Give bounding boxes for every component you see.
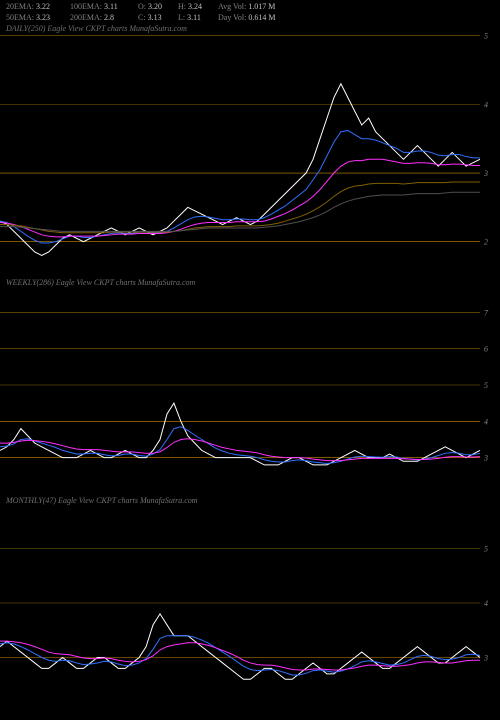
chart-panel: DAILY(250) Eagle View CKPT charts Munafa… <box>0 22 500 276</box>
axis-tick-label: 5 <box>484 545 488 554</box>
axis-tick-label: 5 <box>484 32 488 41</box>
stat: C: 3.13 <box>138 13 176 22</box>
axis-tick-label: 5 <box>484 381 488 390</box>
chart-panel: MONTHLY(47) Eagle View CKPT charts Munaf… <box>0 494 500 712</box>
axis-tick-label: 7 <box>484 308 489 317</box>
axis-tick-label: 2 <box>484 238 488 247</box>
stat: 100EMA: 3.11 <box>70 2 136 11</box>
stat: Day Vol: 0.614 M <box>218 13 308 22</box>
axis-tick-label: 3 <box>483 454 488 463</box>
panel-title: MONTHLY(47) Eagle View CKPT charts Munaf… <box>6 496 198 505</box>
stat: H: 3.24 <box>178 2 216 11</box>
axis-tick-label: 4 <box>484 417 488 426</box>
series-line <box>0 641 480 670</box>
axis-tick-label: 6 <box>484 345 488 354</box>
stats-row: 20EMA: 3.22100EMA: 3.11O: 3.20H: 3.24Avg… <box>0 0 500 11</box>
stat: L: 3.11 <box>178 13 216 22</box>
panel-title: WEEKLY(286) Eagle View CKPT charts Munaf… <box>6 278 195 287</box>
axis-tick-label: 4 <box>484 100 488 109</box>
chart-panel: WEEKLY(286) Eagle View CKPT charts Munaf… <box>0 276 500 494</box>
stat: 200EMA: 2.8 <box>70 13 136 22</box>
series-line <box>0 403 480 465</box>
series-line <box>0 84 480 256</box>
axis-tick-label: 3 <box>483 169 488 178</box>
panel-title: DAILY(250) Eagle View CKPT charts Munafa… <box>6 24 187 33</box>
axis-tick-label: 3 <box>483 654 488 663</box>
stat: 20EMA: 3.22 <box>6 2 68 11</box>
stat: O: 3.20 <box>138 2 176 11</box>
stat: 50EMA: 3.23 <box>6 13 68 22</box>
series-line <box>0 614 480 679</box>
chart-panels: DAILY(250) Eagle View CKPT charts Munafa… <box>0 22 500 712</box>
chart-svg: 5 4 3 2 <box>0 22 500 276</box>
series-line <box>0 182 480 233</box>
stats-header: 20EMA: 3.22100EMA: 3.11O: 3.20H: 3.24Avg… <box>0 0 500 22</box>
axis-tick-label: 4 <box>484 599 488 608</box>
stat: Avg Vol: 1.017 M <box>218 2 308 11</box>
chart-svg: 7 6 5 4 3 <box>0 276 500 494</box>
stats-row: 50EMA: 3.23200EMA: 2.8C: 3.13L: 3.11Day … <box>0 11 500 22</box>
chart-svg: 5 4 3 <box>0 494 500 712</box>
series-line <box>0 159 480 237</box>
